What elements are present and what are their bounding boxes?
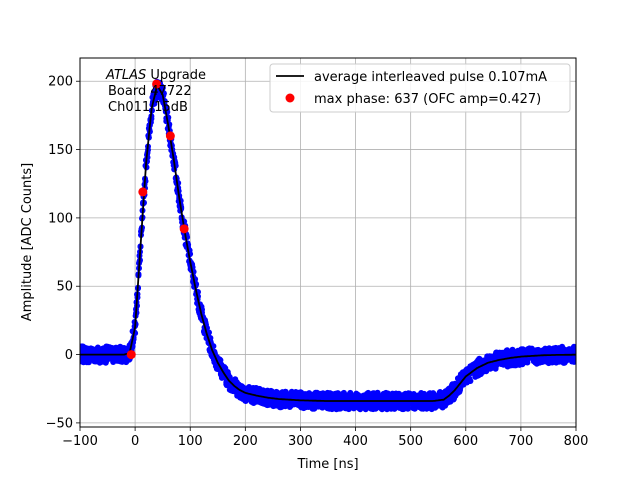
plot-frame <box>79 57 577 428</box>
sample-point <box>217 357 224 364</box>
sample-point <box>404 405 411 412</box>
x-tick-label: 100 <box>178 434 203 449</box>
x-tick-label: 200 <box>233 434 258 449</box>
y-tick-label: −50 <box>46 416 73 431</box>
x-tick-label: 600 <box>453 434 478 449</box>
x-axis-label: Time [ns] <box>296 457 358 472</box>
max-phase-series <box>126 79 189 360</box>
annotation-line-3: Ch011 15dB <box>108 100 188 115</box>
y-tick-label: 150 <box>48 143 73 158</box>
x-tick-label: 0 <box>131 434 139 449</box>
sample-point <box>573 354 576 361</box>
max-phase-point <box>179 224 189 234</box>
x-axis-ticks: −100 0 100 200 300 400 500 600 700 800 <box>62 427 588 449</box>
annotation-italic-word: ATLAS <box>105 68 146 83</box>
average-pulse-series <box>80 82 576 402</box>
legend: average interleaved pulse 0.107mA max ph… <box>269 63 571 113</box>
x-tick-label: 300 <box>288 434 313 449</box>
max-phase-point <box>165 131 175 141</box>
legend-point-swatch <box>285 93 295 103</box>
sample-point <box>571 343 576 350</box>
annotation-line-1: ATLAS Upgrade <box>105 68 206 83</box>
x-tick-label: −100 <box>62 434 98 449</box>
x-tick-label: 400 <box>343 434 368 449</box>
max-phase-point <box>138 187 148 197</box>
legend-label-average: average interleaved pulse 0.107mA <box>314 70 547 85</box>
x-tick-label: 800 <box>564 434 589 449</box>
sample-point <box>467 378 474 384</box>
average-pulse-line <box>80 82 576 402</box>
y-tick-label: 0 <box>65 348 73 363</box>
atlas-annotation: ATLAS Upgrade Board 47722 Ch011 15dB <box>105 68 206 115</box>
max-phase-point <box>152 79 162 89</box>
max-phase-point <box>126 350 136 360</box>
y-tick-label: 50 <box>56 280 73 295</box>
x-tick-label: 500 <box>398 434 423 449</box>
y-axis-label: Amplitude [ADC Counts] <box>20 163 35 321</box>
annotation-line-2: Board 47722 <box>108 84 192 99</box>
y-tick-label: 200 <box>48 75 73 90</box>
sample-point <box>159 84 166 91</box>
annotation-rest: Upgrade <box>146 68 206 83</box>
legend-label-max-phase: max phase: 637 (OFC amp=0.427) <box>314 92 541 107</box>
x-tick-label: 700 <box>508 434 533 449</box>
y-tick-label: 100 <box>48 211 73 226</box>
y-axis-ticks: −50 0 50 100 150 200 <box>46 75 80 431</box>
legend-box <box>269 63 571 113</box>
